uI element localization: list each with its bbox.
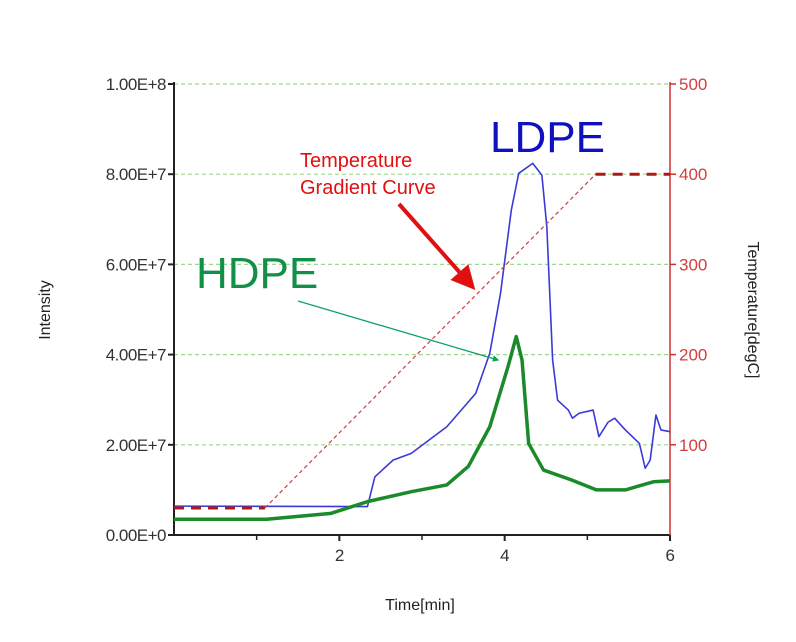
temp-arrow [397,202,476,290]
y-axis-label: Intensity [37,280,54,340]
hdpe-line [174,334,671,521]
ldpe-label: LDPE [490,113,605,162]
x-tick-label: 4 [500,546,509,565]
y-tick-label: 2.00E+7 [106,436,166,455]
y-tick-label: 1.00E+8 [106,75,166,94]
y2-axis-label: Temperature[degC] [744,242,761,379]
y-tick-label: 0.00E+0 [106,526,166,545]
y2-tick-label: 500 [679,75,707,94]
y2-tick-label: 400 [679,165,707,184]
hdpe-arrow [297,300,500,362]
y-tick-label: 4.00E+7 [106,346,166,365]
y2-tick-label: 100 [679,436,707,455]
hdpe-label: HDPE [196,249,318,298]
x-tick-label: 2 [335,546,344,565]
y2-tick-label: 200 [679,346,707,365]
y-tick-label: 6.00E+7 [106,255,166,274]
y-tick-label: 8.00E+7 [106,165,166,184]
temperature-segment [264,173,597,509]
x-axis-label: Time[min] [385,597,455,614]
y2-tick-label: 300 [679,255,707,274]
temp-label-line1: Temperature [300,150,412,172]
temp-label-line2: Gradient Curve [300,177,436,199]
ldpe-line [173,162,671,508]
x-tick-label: 6 [666,546,675,565]
